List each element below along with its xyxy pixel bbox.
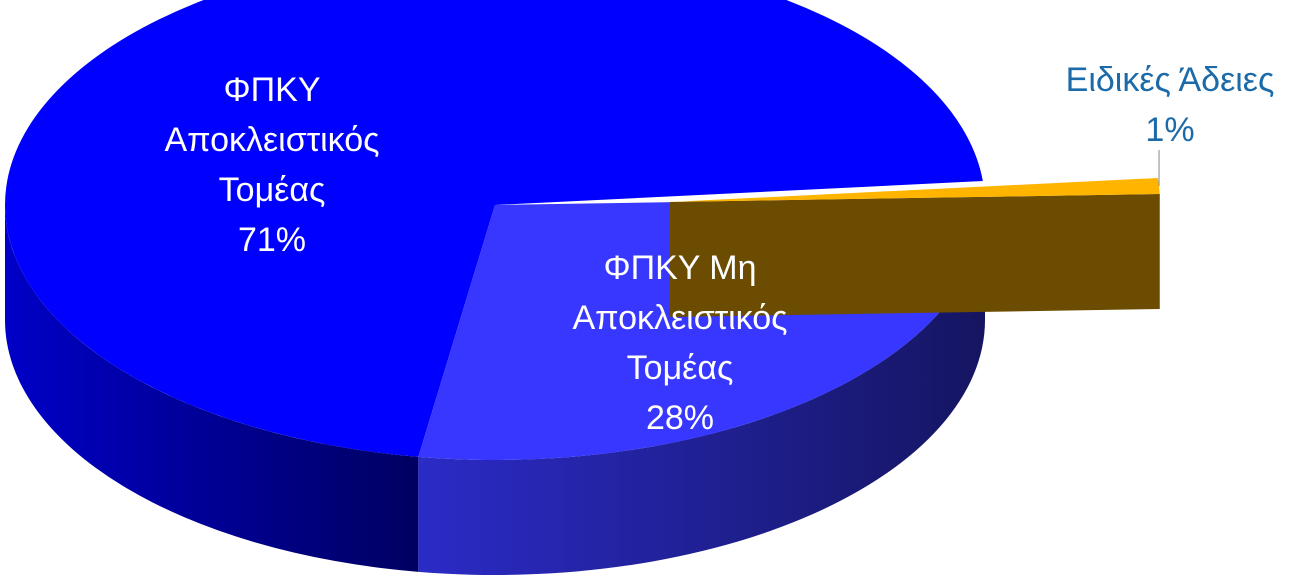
category-name: Ειδικές Άδειες [1065, 61, 1275, 99]
slice-label: ΦΠΚΥ Αποκλειστικός Τομέας 71% [72, 65, 472, 265]
slice-wall [670, 193, 1160, 317]
value-label: 28% [645, 399, 715, 437]
slice-top [5, 0, 983, 457]
slice-label: Ειδικές Άδειες 1% [970, 55, 1308, 155]
slice-label: ΦΠΚΥ Μη Αποκλειστικός Τομέας 28% [480, 243, 880, 443]
value-label: 71% [237, 221, 307, 259]
category-name: ΦΠΚΥ Μη Αποκλειστικός Τομέας [572, 249, 788, 387]
category-name: ΦΠΚΥ Αποκλειστικός Τομέας [164, 71, 380, 209]
slice-side [5, 205, 419, 572]
value-label: 1% [1145, 111, 1195, 149]
slice-side [418, 205, 986, 575]
slice-top [670, 178, 1160, 202]
